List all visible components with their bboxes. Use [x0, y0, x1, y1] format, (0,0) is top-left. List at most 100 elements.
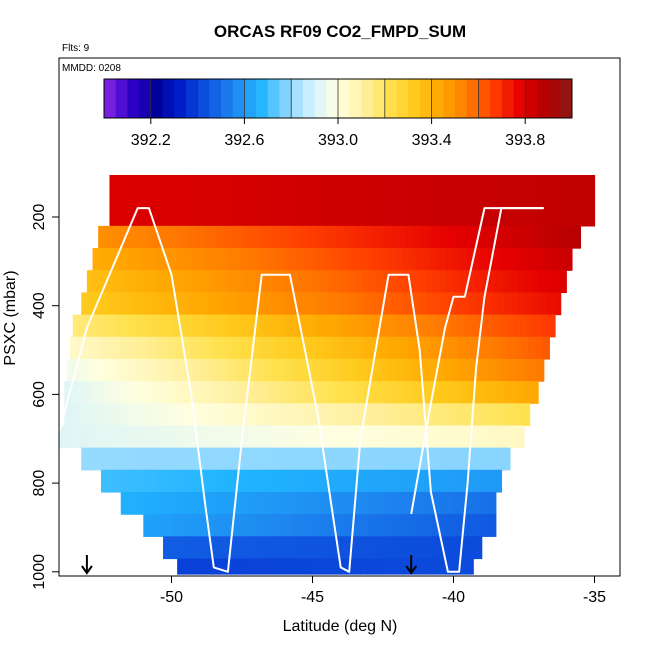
heatmap-cell — [367, 469, 376, 493]
profile-markers — [81, 555, 418, 575]
heatmap-cell — [430, 403, 439, 427]
heatmap-cell — [275, 403, 284, 427]
heatmap-cell — [150, 469, 158, 493]
heatmap-cell — [143, 469, 151, 493]
heatmap-cell — [447, 381, 456, 404]
heatmap-cell — [301, 536, 310, 560]
heatmap-cell — [362, 447, 370, 471]
heatmap-cell — [377, 491, 386, 515]
heatmap-cell — [184, 248, 192, 271]
heatmap-cell — [296, 403, 305, 427]
heatmap-cell — [226, 558, 235, 575]
heatmap-cell — [224, 381, 233, 404]
heatmap-cell — [384, 292, 393, 316]
heatmap-cell — [391, 491, 400, 515]
heatmap-cell — [524, 175, 532, 227]
heatmap-cell — [207, 358, 215, 382]
heatmap-cell — [136, 469, 144, 493]
heatmap-cell — [151, 175, 160, 227]
heatmap-cell — [466, 358, 475, 382]
heatmap-cell — [405, 491, 414, 515]
heatmap-cell — [228, 447, 237, 471]
heatmap-cell — [164, 270, 173, 293]
heatmap-cell — [375, 514, 384, 537]
heatmap-cell — [466, 469, 474, 493]
heatmap-cell — [495, 270, 504, 293]
heatmap-cell — [411, 175, 420, 227]
heatmap-cell — [289, 248, 298, 271]
heatmap-cell — [499, 314, 507, 338]
heatmap-cell — [349, 381, 358, 404]
heatmap-cell — [109, 447, 117, 471]
heatmap-cell — [291, 514, 299, 537]
heatmap-cell — [148, 491, 157, 515]
colorbar-segment — [244, 79, 257, 118]
heatmap-cell — [404, 175, 413, 227]
heatmap-cell — [473, 403, 481, 427]
heatmap-cell — [220, 469, 229, 493]
heatmap-cell — [474, 175, 483, 227]
heatmap-cell — [350, 536, 358, 560]
heatmap-cell — [453, 425, 462, 449]
heatmap-cell — [381, 403, 390, 427]
heatmap-cell — [437, 403, 446, 427]
heatmap-cell — [95, 358, 103, 382]
heatmap-cell — [543, 248, 552, 271]
heatmap-cell — [294, 381, 302, 404]
heatmap-cell — [184, 558, 192, 575]
heatmap-cell — [256, 514, 264, 537]
heatmap-cell — [113, 248, 122, 271]
heatmap-cell — [363, 225, 372, 249]
heatmap-cell — [471, 314, 479, 338]
heatmap-cell — [216, 225, 225, 249]
heatmap-cell — [423, 403, 432, 427]
heatmap-cell — [432, 447, 441, 471]
heatmap-cell — [559, 175, 567, 227]
heatmap-cell — [373, 314, 381, 338]
heatmap-cell — [242, 358, 250, 382]
heatmap-cell — [305, 514, 314, 537]
heatmap-cell — [330, 336, 339, 360]
colorbar-segment — [466, 79, 479, 118]
heatmap-cell — [300, 225, 309, 249]
heatmap-cell — [524, 381, 532, 404]
heatmap-cell — [154, 381, 163, 404]
heatmap-cell — [186, 447, 195, 471]
heatmap-cell — [304, 403, 312, 427]
heatmap-cell — [185, 514, 194, 537]
heatmap-cell — [220, 425, 229, 449]
heatmap-cell — [172, 358, 180, 382]
heatmap-cell — [412, 225, 421, 249]
heatmap-cell — [238, 381, 247, 404]
heatmap-cell — [339, 558, 347, 575]
heatmap-cell — [510, 381, 518, 404]
heatmap-cell — [466, 403, 474, 427]
heatmap-cell — [353, 403, 362, 427]
heatmap-cell — [206, 270, 215, 293]
y-tick-label: 1000 — [31, 554, 48, 590]
heatmap-cell — [178, 270, 187, 293]
heatmap-cell — [265, 225, 274, 249]
heatmap-cell — [95, 292, 104, 316]
heatmap-cell — [263, 270, 271, 293]
heatmap-cell — [408, 314, 416, 338]
heatmap-cell — [179, 175, 188, 227]
heatmap-cell — [143, 514, 151, 537]
heatmap-cell — [316, 336, 325, 360]
flights-label: Flts: 9 — [62, 43, 90, 54]
colorbar-segment — [104, 79, 117, 118]
heatmap-cell — [347, 514, 356, 537]
heatmap-cell — [431, 358, 440, 382]
heatmap-cell — [517, 175, 525, 227]
heatmap-cell — [495, 425, 504, 449]
colorbar-segment — [478, 79, 491, 118]
heatmap-cell — [320, 175, 328, 227]
heatmap-cell — [284, 270, 292, 293]
heatmap-cell — [158, 358, 166, 382]
heatmap-cell — [488, 491, 497, 515]
heatmap-cell — [164, 514, 173, 537]
heatmap-cell — [440, 381, 449, 404]
heatmap-cell — [101, 425, 109, 449]
heatmap-cell — [516, 270, 525, 293]
heatmap-cell — [211, 536, 220, 560]
